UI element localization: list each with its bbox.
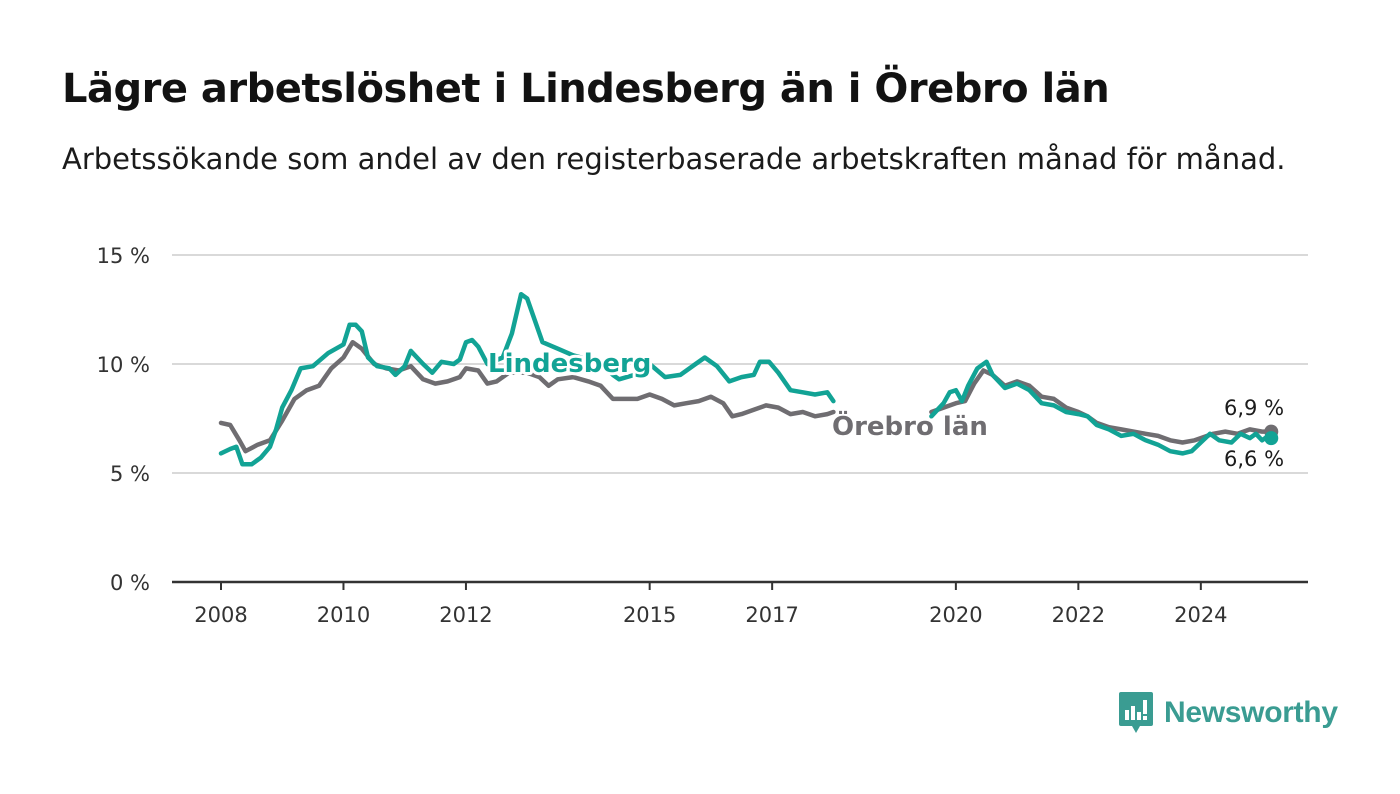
x-tick-label: 2012 — [439, 603, 492, 627]
series-lines — [218, 291, 1279, 467]
series-line-lindesberg — [929, 359, 1274, 456]
x-tick-label: 2010 — [317, 603, 370, 627]
x-tick-label: 2020 — [929, 603, 982, 627]
x-tick-label: 2022 — [1052, 603, 1105, 627]
y-tick-label: 10 % — [97, 353, 150, 377]
series-line-lindesberg — [218, 291, 836, 467]
gridlines — [172, 254, 1308, 584]
newsworthy-logo-icon — [1119, 692, 1153, 733]
brand-name: Newsworthy — [1164, 696, 1338, 729]
y-axis-ticks: 0 % 5 % 10 % 15 % — [97, 244, 150, 595]
x-tick-label: 2008 — [194, 603, 247, 627]
y-tick-label: 15 % — [97, 244, 150, 268]
end-label-orebro: 6,9 % — [1224, 396, 1284, 420]
end-label-lindesberg: 6,6 % — [1224, 447, 1284, 471]
x-tick-label: 2024 — [1174, 603, 1227, 627]
x-tick-label: 2017 — [745, 603, 798, 627]
line-chart: 0 %5 %10 %15 % 2008 2010 2012 2015 2017 2020 2… — [97, 244, 1308, 627]
series-label-lindesberg: Lindesberg — [488, 349, 651, 379]
x-tick-label: 2015 — [623, 603, 676, 627]
newsworthy-brand[interactable]: Newsworthy — [1118, 690, 1338, 736]
y-tick-label: 5 % — [110, 462, 150, 486]
series-labels: Lindesberg Örebro län 6,9 % 6,6 % — [485, 346, 1287, 474]
series-line-orebro — [218, 339, 836, 454]
chart-title: Lägre arbetslöshet i Lindesberg än i Öre… — [62, 66, 1110, 112]
end-point-lindesberg — [1264, 431, 1279, 446]
series-label-orebro: Örebro län — [832, 409, 988, 442]
x-axis-ticks: 2008 2010 2012 2015 2017 2020 2022 2024 — [194, 582, 1228, 627]
y-tick-label: 0 % — [110, 571, 150, 595]
chart-subtitle: Arbetssökande som andel av den registerb… — [62, 142, 1286, 176]
